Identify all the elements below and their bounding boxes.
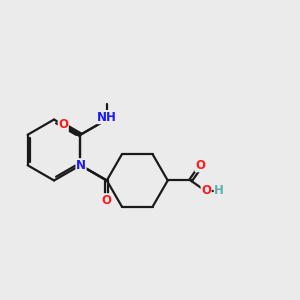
Text: N: N — [76, 159, 86, 172]
Text: O: O — [102, 194, 112, 207]
Text: H: H — [214, 184, 224, 197]
Text: NH: NH — [97, 111, 117, 124]
Text: O: O — [58, 118, 68, 131]
Text: O: O — [201, 184, 211, 197]
Text: O: O — [195, 159, 205, 172]
